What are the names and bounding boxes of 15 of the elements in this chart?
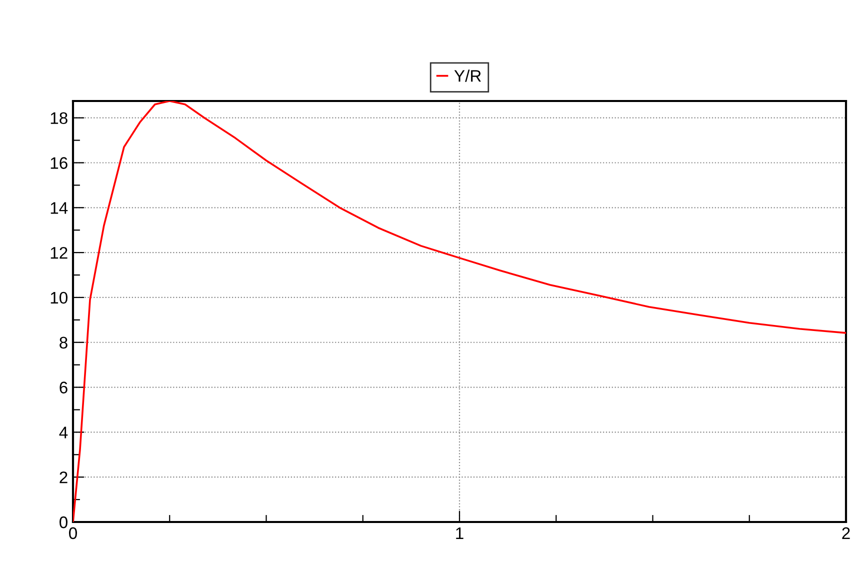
- y-tick-label: 12: [50, 246, 68, 259]
- y-tick-label: 6: [60, 382, 68, 394]
- y-tick-label: 2: [60, 471, 68, 484]
- y-tick-label: 8: [60, 336, 68, 349]
- y-tick-label: 0: [60, 516, 68, 528]
- y-tick-label: 16: [50, 157, 68, 169]
- y-tick-label: 10: [50, 292, 68, 304]
- x-tick-label: 1: [456, 527, 464, 539]
- x-tick-label: 0: [69, 527, 77, 540]
- line-series: [73, 101, 846, 522]
- y-tick-label: 18: [50, 112, 68, 124]
- y-tick-label: 4: [59, 426, 68, 438]
- y-tick-label: 14: [50, 202, 68, 214]
- x-tick-label: 2: [842, 527, 850, 539]
- legend-label: Y/R: [454, 70, 481, 82]
